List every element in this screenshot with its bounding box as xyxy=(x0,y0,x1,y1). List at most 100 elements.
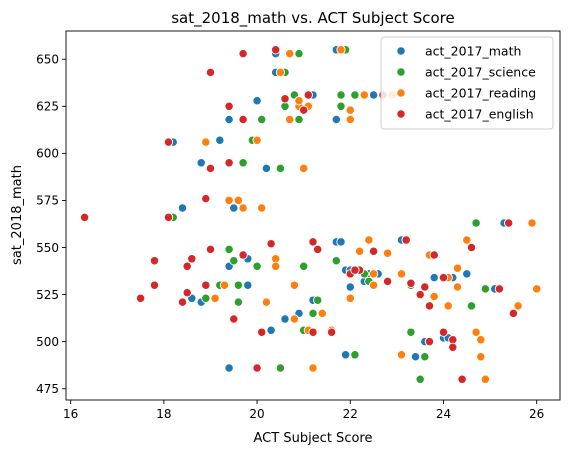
data-point xyxy=(476,352,486,362)
data-point xyxy=(252,96,262,106)
data-point xyxy=(215,135,225,145)
data-point xyxy=(448,342,458,352)
y-axis-ticks: 475 500 525 550 575 600 625 650 xyxy=(36,53,66,396)
data-point xyxy=(233,280,244,290)
data-point xyxy=(163,137,174,147)
data-point xyxy=(382,248,393,258)
data-point xyxy=(289,280,300,290)
data-point xyxy=(429,272,439,283)
data-point xyxy=(210,293,220,303)
data-point xyxy=(294,48,304,59)
data-point xyxy=(261,297,272,307)
data-point xyxy=(457,374,467,384)
data-point xyxy=(177,297,188,307)
data-point xyxy=(229,203,239,213)
data-point xyxy=(205,163,216,174)
data-point xyxy=(257,327,267,337)
data-point xyxy=(229,256,239,266)
x-axis-ticks: 16 18 20 22 24 26 xyxy=(63,400,544,421)
data-point xyxy=(350,350,360,360)
legend-marker xyxy=(396,67,406,77)
chart-title: sat_2018_math vs. ACT Subject Score xyxy=(171,9,455,28)
data-point xyxy=(299,261,309,271)
y-axis-label: sat_2018_math xyxy=(10,165,25,265)
data-point xyxy=(289,314,300,324)
data-point xyxy=(233,195,244,206)
data-point xyxy=(471,327,481,337)
data-point xyxy=(345,293,355,303)
series-act_2017_science xyxy=(168,45,491,384)
y-tick-label: 600 xyxy=(36,147,59,161)
data-point xyxy=(382,276,393,287)
data-point xyxy=(275,67,286,78)
data-point xyxy=(508,308,519,319)
y-tick-label: 650 xyxy=(36,53,59,67)
data-point xyxy=(313,244,323,255)
data-point xyxy=(406,278,416,288)
data-point xyxy=(275,163,286,174)
data-point xyxy=(308,237,318,247)
data-point xyxy=(163,212,174,223)
data-point xyxy=(308,327,318,337)
legend-box xyxy=(380,36,554,130)
legend-label: act_2017_math xyxy=(425,44,521,59)
data-point xyxy=(354,246,365,256)
data-point xyxy=(219,280,230,290)
data-point xyxy=(294,96,304,106)
legend-label: act_2017_english xyxy=(425,107,534,122)
data-point xyxy=(452,282,463,292)
data-point xyxy=(429,250,439,260)
data-point xyxy=(238,158,248,168)
data-point xyxy=(308,308,318,319)
data-point xyxy=(201,293,211,303)
data-point xyxy=(438,272,449,283)
data-point xyxy=(368,246,379,256)
data-point xyxy=(480,374,491,384)
x-tick-label: 22 xyxy=(343,407,358,421)
x-tick-label: 26 xyxy=(529,407,544,421)
data-point xyxy=(238,48,248,59)
data-point xyxy=(238,250,248,260)
data-point xyxy=(224,244,234,255)
chart-legend: act_2017_math act_2017_science act_2017_re… xyxy=(380,36,554,130)
data-point xyxy=(336,237,346,247)
data-point xyxy=(285,114,295,125)
data-point xyxy=(480,284,491,294)
series-act_2017_english xyxy=(79,45,519,384)
data-point xyxy=(336,45,346,55)
data-point xyxy=(429,291,439,302)
data-point xyxy=(201,193,211,204)
data-point xyxy=(252,261,262,271)
data-point xyxy=(513,301,523,311)
data-point xyxy=(368,280,379,290)
x-tick-label: 16 xyxy=(63,407,78,421)
data-point xyxy=(494,284,505,294)
data-point xyxy=(336,90,346,100)
data-point xyxy=(243,280,253,290)
data-point xyxy=(271,261,281,271)
y-tick-label: 500 xyxy=(36,335,59,349)
data-point xyxy=(420,282,430,292)
y-tick-label: 550 xyxy=(36,241,59,255)
legend-marker xyxy=(396,88,406,98)
data-point xyxy=(350,265,360,275)
data-point xyxy=(196,158,206,168)
y-tick-label: 575 xyxy=(36,194,59,208)
x-tick-label: 20 xyxy=(249,407,264,421)
data-point xyxy=(424,336,435,347)
legend-label: act_2017_science xyxy=(425,65,536,80)
data-point xyxy=(438,327,449,337)
plot-frame xyxy=(65,30,561,401)
data-point xyxy=(504,218,514,228)
data-point xyxy=(261,163,272,174)
data-point xyxy=(303,90,313,100)
data-point xyxy=(224,158,234,168)
data-point xyxy=(182,288,192,298)
y-tick-label: 625 xyxy=(36,100,59,114)
data-point xyxy=(331,256,341,266)
data-point xyxy=(252,363,262,373)
data-point xyxy=(238,203,248,213)
data-point xyxy=(182,261,192,271)
data-point xyxy=(401,235,411,245)
